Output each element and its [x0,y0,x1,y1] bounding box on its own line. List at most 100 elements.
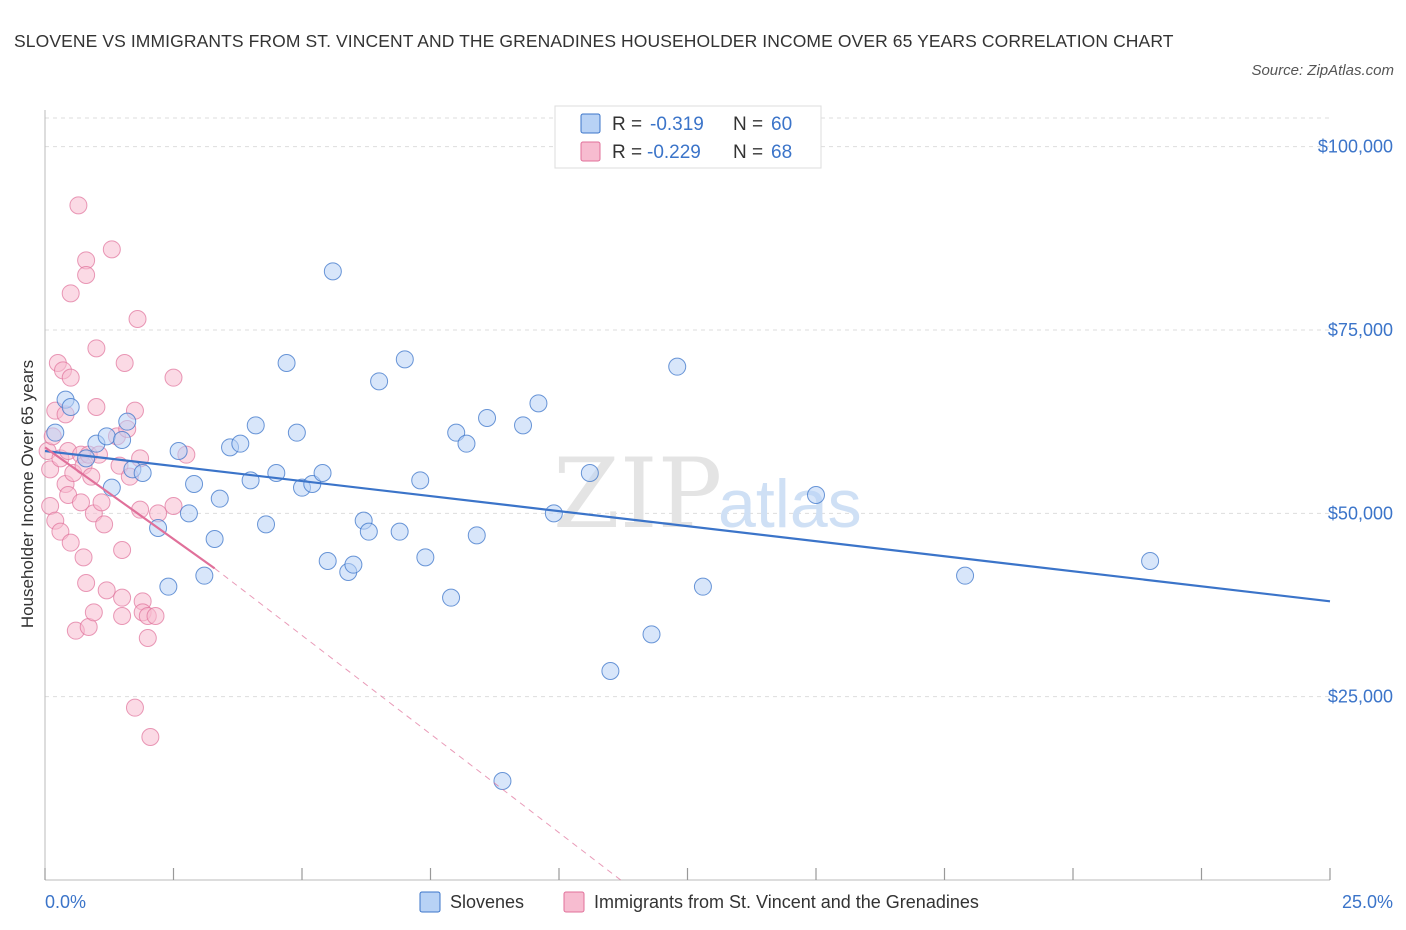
series-legend: Slovenes Immigrants from St. Vincent and… [419,891,979,913]
point-immigrants [164,368,183,387]
point-slovenes [159,577,178,596]
point-slovenes [205,530,224,548]
point-slovenes [169,442,188,460]
point-slovenes [77,449,96,468]
legend-r-label: R = [612,114,642,135]
y-tick-label: $25,000 [1328,687,1393,707]
y-tick-label: $75,000 [1328,320,1393,340]
legend-n-value: 60 [771,114,792,135]
point-immigrants [77,266,96,284]
point-immigrants [115,354,134,372]
point-slovenes [323,262,342,281]
legend-n-label: N = [733,114,763,135]
point-immigrants [69,196,88,215]
point-immigrants [92,493,111,512]
point-slovenes [1141,552,1160,570]
point-immigrants [102,240,121,259]
point-slovenes [668,357,687,376]
point-immigrants [128,310,147,328]
chart-title: SLOVENE VS IMMIGRANTS FROM ST. VINCENT A… [14,31,1174,51]
grid-lines [45,117,1330,698]
point-slovenes [102,478,121,497]
legend-swatch-slovenes [419,891,441,913]
point-slovenes [580,464,599,482]
point-immigrants [146,607,165,625]
watermark-atlas: atlas [718,466,862,542]
point-immigrants [87,398,106,416]
legend-swatch-immigrants [563,891,585,913]
point-slovenes [442,588,461,607]
point-slovenes [416,548,435,567]
point-slovenes [257,515,276,534]
trend-line-slovenes [44,449,1331,603]
legend-label-slovenes: Slovenes [450,892,524,912]
point-immigrants [164,497,183,515]
point-immigrants [71,493,90,512]
legend-label-immigrants: Immigrants from St. Vincent and the Gren… [594,892,979,912]
watermark: ZIP atlas [553,438,862,550]
point-slovenes [344,555,363,574]
point-immigrants [113,588,132,607]
legend-r-value: -0.319 [650,114,704,135]
point-immigrants [84,603,103,622]
point-slovenes [46,423,65,442]
trend-extension-immigrants [214,567,621,881]
point-immigrants [51,522,70,541]
trend-lines [44,446,1331,881]
point-slovenes [179,504,198,523]
point-slovenes [601,662,620,680]
point-slovenes [693,577,712,596]
point-slovenes [642,625,661,644]
point-slovenes [514,416,533,435]
point-slovenes [478,409,497,427]
point-immigrants [125,698,144,717]
point-immigrants [95,515,114,534]
x-tick-label-end: 25.0% [1342,892,1393,912]
y-tick-label: $50,000 [1328,503,1393,523]
point-immigrants [41,460,60,479]
point-slovenes [246,416,265,435]
legend-swatch-blue [580,113,601,134]
point-slovenes [97,427,116,446]
point-slovenes [359,522,378,541]
point-immigrants [97,581,116,600]
point-slovenes [807,486,825,504]
point-slovenes [61,398,80,416]
series-immigrants-points [38,196,196,746]
y-axis-label: Householder Income Over 65 years [18,360,37,628]
point-slovenes [231,434,250,453]
legend-r-label: R = [612,142,642,163]
point-slovenes [318,552,337,570]
point-slovenes [118,412,137,431]
point-slovenes [447,423,466,442]
point-slovenes [277,354,296,372]
point-slovenes [210,489,229,508]
point-slovenes [390,522,409,541]
point-slovenes [313,464,332,482]
legend-n-value: 68 [771,142,792,163]
point-slovenes [395,350,414,369]
correlation-legend: R = -0.319 N = 60 R = -0.229 N = 68 [554,105,822,169]
point-slovenes [467,526,486,545]
legend-swatch-pink [580,141,601,162]
point-immigrants [141,728,160,746]
point-immigrants [74,548,93,567]
point-immigrants [113,607,132,625]
point-slovenes [544,504,563,523]
y-tick-labels: $25,000 $50,000 $75,000 $100,000 [1318,137,1393,707]
point-slovenes [529,394,548,413]
point-immigrants [77,574,96,592]
point-immigrants [61,533,80,552]
legend-n-label: N = [733,142,763,163]
point-slovenes [185,475,204,493]
point-immigrants [82,467,101,486]
point-immigrants [113,541,132,559]
point-slovenes [956,566,975,585]
x-tick-label-start: 0.0% [45,892,86,912]
point-slovenes [113,431,132,449]
point-immigrants [138,629,157,647]
point-immigrants [61,284,80,303]
point-slovenes [411,471,430,490]
series-slovenes-points [46,262,1160,790]
point-slovenes [195,566,214,585]
